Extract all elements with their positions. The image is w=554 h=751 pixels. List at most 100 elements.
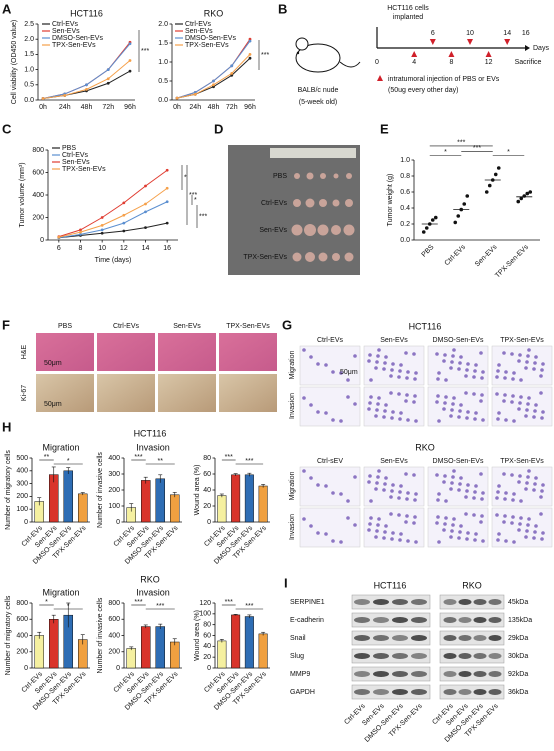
cell-stain (377, 348, 381, 352)
cell-stain (524, 487, 528, 491)
point (128, 59, 132, 62)
tumor (317, 224, 329, 236)
cell-stain (465, 537, 469, 541)
point (519, 196, 524, 201)
bar (217, 640, 227, 669)
y-tick-label: 0 (207, 665, 211, 672)
cell-stain (458, 361, 462, 365)
cell-stain (502, 472, 506, 476)
cell-stain (397, 496, 401, 500)
column-label: Sen-EVs (380, 458, 408, 465)
band (392, 599, 408, 605)
day-label: 14 (503, 30, 511, 37)
band (373, 599, 389, 605)
y-tick-label: 0.8 (400, 173, 410, 180)
band (392, 617, 408, 623)
cell-stain (316, 362, 320, 366)
x-tick-label: TPX-Sen-EVs (494, 243, 530, 279)
y-tick-label: 1.0 (158, 59, 168, 66)
band (411, 635, 427, 641)
x-tick-label: 96h (124, 104, 136, 111)
cell-stain (413, 515, 417, 519)
injection (429, 39, 436, 45)
point (144, 184, 147, 188)
cell-stain (465, 368, 469, 372)
y-axis-label: Wound area (%) (194, 465, 201, 516)
band (354, 653, 370, 659)
tumor (332, 199, 340, 207)
cell-stain (353, 475, 357, 479)
cell-stain (451, 523, 455, 527)
y-tick-label: 80 (203, 622, 211, 629)
cell-stain (503, 514, 507, 518)
point (456, 214, 461, 218)
y-tick-label: 1.5 (158, 40, 168, 47)
band (443, 617, 457, 623)
cell-stain (541, 410, 545, 414)
cell-stain (397, 375, 401, 379)
cell-stain (302, 517, 306, 521)
point (484, 190, 489, 194)
cell-stain (444, 516, 448, 520)
cell-stain (449, 414, 453, 418)
cell-stain (309, 476, 313, 480)
y-tick-label: 0.0 (158, 97, 168, 104)
cell-stain (519, 378, 523, 382)
cell-stain (464, 391, 468, 395)
cell-stain (436, 515, 440, 519)
cell-stain (302, 469, 306, 473)
point (41, 97, 45, 100)
x-tick-label: 12 (120, 245, 128, 252)
y-tick-label: 0.6 (400, 189, 410, 196)
cell-stain (510, 352, 514, 356)
cell-stain (511, 515, 515, 519)
cell-stain (405, 514, 409, 518)
group-title: HCT116 (134, 428, 167, 438)
y-tick-label: 400 (32, 192, 44, 199)
point (248, 56, 252, 60)
y-tick-label: 0.4 (400, 205, 410, 212)
cell-stain (496, 417, 500, 421)
y-tick-label: 0.5 (158, 78, 168, 85)
point (79, 228, 82, 232)
band (373, 671, 389, 677)
cell-stain (404, 351, 408, 355)
mouse-label: (5-week old) (299, 99, 338, 106)
row-label: Migration (289, 472, 296, 501)
cell-stain (519, 499, 523, 503)
cell-stain (512, 492, 516, 496)
cell-stain (383, 361, 387, 365)
point (122, 229, 126, 233)
band (488, 617, 502, 623)
cell-stain (527, 396, 531, 400)
band (354, 635, 370, 641)
bar (155, 478, 165, 523)
cell-stain (436, 498, 440, 502)
cell-stain (495, 375, 499, 379)
day-label: 6 (431, 30, 435, 37)
cell-stain (532, 536, 536, 540)
y-tick-label: 2.0 (158, 21, 168, 28)
y-tick-label: 0 (40, 237, 44, 244)
cell-stain (480, 376, 484, 380)
cell-stain (414, 492, 418, 496)
cell-stain (442, 407, 446, 411)
point (212, 83, 215, 87)
cell-stain (316, 410, 320, 414)
cell-stain (331, 491, 335, 495)
cell-stain (369, 499, 373, 503)
panel-letter: I (284, 575, 288, 590)
cell-stain (398, 369, 402, 373)
cell-stain (346, 378, 350, 382)
cell-stain (374, 414, 378, 418)
blot (439, 666, 505, 682)
cell-stain (302, 396, 306, 400)
point (63, 94, 67, 97)
column-label: Sen-EVs (173, 323, 201, 330)
series-line (176, 57, 251, 99)
y-tick-label: 400 (16, 468, 28, 475)
legend-label: DMSO-Sen-EVs (52, 35, 103, 42)
cell-stain (465, 489, 469, 493)
cell-stain (367, 480, 371, 484)
cell-stain (474, 363, 478, 367)
